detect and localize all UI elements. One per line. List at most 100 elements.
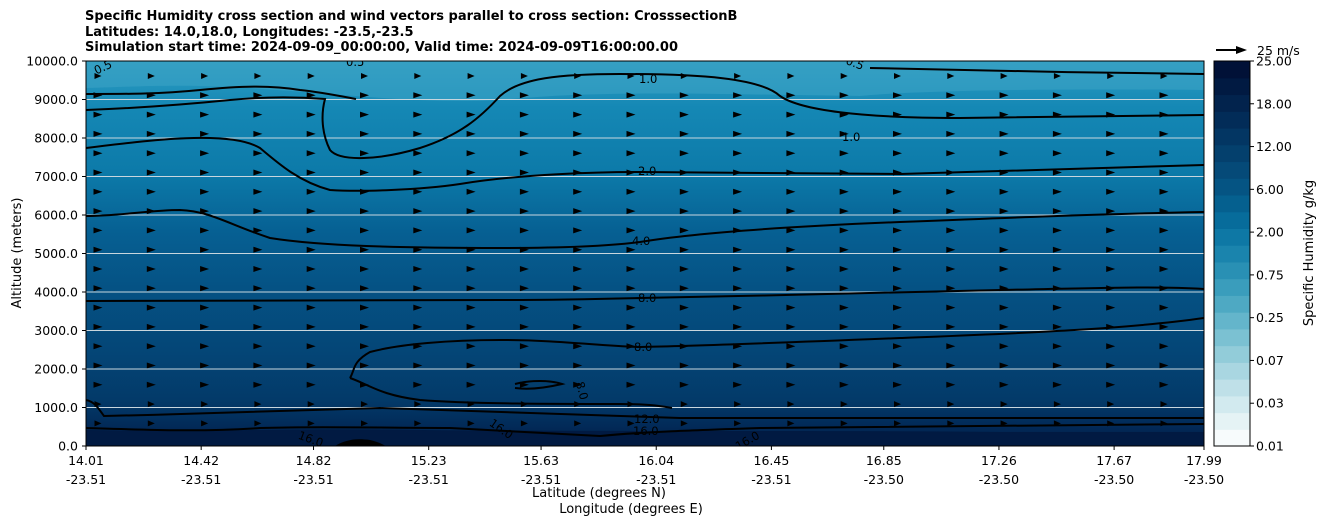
wind-arrow [1106,285,1116,292]
wind-arrow [466,304,476,311]
x-tick-label-lon: -23.51 [66,472,106,487]
wind-arrow [786,111,796,118]
wind-arrow [733,285,743,292]
wind-arrow [786,246,796,253]
wind-arrow [519,304,529,311]
wind-arrow [893,188,902,195]
wind-arrow [466,381,476,388]
colorbar-segment [1214,395,1250,414]
wind-arrow [200,150,210,157]
wind-arrow [519,111,529,118]
wind-arrow [1053,401,1061,408]
wind-arrow [946,111,956,118]
wind-arrow [999,266,1009,272]
wind-arrow [306,169,316,176]
wind-arrow [467,73,475,79]
y-axis-label: Altitude (meters) [10,198,25,309]
wind-arrow [413,150,423,157]
wind-arrow [626,111,636,118]
colorbar-tick-label: 12.00 [1256,139,1292,154]
wind-arrow [679,343,689,350]
colorbar-segment [1214,379,1250,397]
wind-arrow [787,420,795,427]
x-tick-label-lon: -23.50 [979,472,1019,487]
wind-arrow [679,304,689,311]
wind-arrow [520,401,528,408]
wind-arrow [413,362,423,369]
wind-arrow [1159,246,1169,253]
y-axis: 0.0 1000.0 2000.0 3000.0 4000.0 5000.0 6000.0 7… [26,54,86,454]
wind-arrow [573,246,583,253]
wind-arrow [786,381,796,388]
wind-arrow [626,323,636,330]
wind-arrow [413,169,423,176]
wind-reference-key: 25 m/s [1216,43,1300,58]
wind-arrow [200,323,210,330]
x-tick-label-lat: 16.04 [638,453,674,468]
wind-arrow [1106,227,1116,234]
wind-arrow [1052,362,1062,369]
x-tick-label-lon: -23.51 [181,472,221,487]
wind-arrow [1159,285,1169,292]
colorbar-segment [1214,178,1250,196]
y-tick-label: 9000.0 [34,92,78,107]
wind-arrow [519,92,529,99]
wind-arrow [519,246,529,253]
wind-arrow [519,208,529,215]
wind-arrow [519,285,529,292]
wind-arrow [946,343,956,350]
contour-label: 4.0 [632,234,650,248]
wind-arrow [146,208,156,215]
wind-arrow [573,323,583,330]
colorbar-segment [1214,412,1250,430]
wind-arrow [786,362,796,369]
wind-arrow [893,150,902,157]
wind-arrow [999,304,1009,311]
wind-arrow [839,111,849,118]
colorbar-segment [1214,211,1250,229]
wind-arrow [253,92,263,99]
wind-arrow [519,323,529,330]
wind-arrow [306,266,316,272]
wind-arrow [146,343,156,350]
wind-arrow [946,150,956,157]
wind-arrow [946,208,956,215]
x-tick-label-lon: -23.51 [293,472,333,487]
colorbar: 0.01 0.03 0.07 0.25 0.75 2.00 6.00 12.00 18.00 25… [1213,54,1292,454]
colorbar-tick-label: 0.07 [1256,353,1284,368]
wind-arrow [466,343,476,350]
wind-arrow [787,401,795,408]
colorbar-segment [1214,228,1250,246]
wind-arrow [520,73,528,79]
wind-arrow [626,362,636,369]
wind-arrow [306,323,316,330]
wind-arrow [146,381,156,388]
wind-arrow [946,227,956,234]
colorbar-segment [1214,295,1250,313]
wind-arrow [93,208,103,215]
wind-arrow [999,188,1009,195]
wind-arrow [520,420,528,427]
wind-arrow [999,285,1009,292]
wind-arrow [413,266,423,272]
colorbar-segment [1214,77,1250,96]
wind-arrow [413,92,423,99]
wind-arrow [306,304,316,311]
wind-arrow [413,343,423,350]
wind-arrow [1106,130,1116,137]
wind-arrow [786,266,796,272]
wind-arrow [734,420,742,427]
wind-arrow [839,130,849,137]
wind-arrow [360,381,369,388]
wind-arrow [200,169,210,176]
wind-arrow [786,323,796,330]
wind-arrow [360,285,369,292]
wind-arrow [93,362,103,369]
wind-arrow [361,420,368,427]
wind-arrow [467,401,475,408]
wind-arrow [947,420,955,427]
wind-arrow [201,401,209,408]
wind-arrow [1159,130,1169,137]
wind-arrow [413,246,423,253]
